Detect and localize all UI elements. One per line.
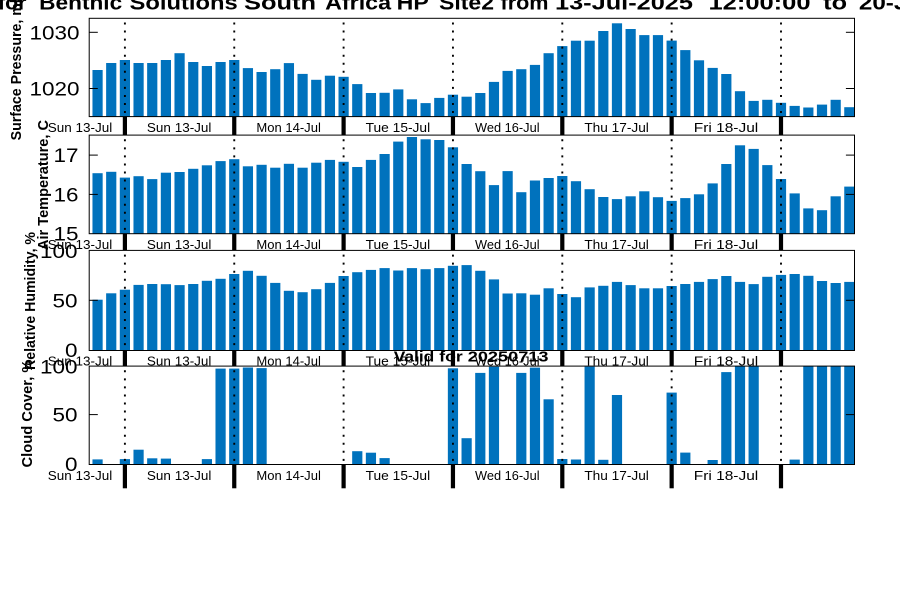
svg-text:Wed 16-Jul: Wed 16-Jul — [475, 354, 540, 369]
svg-text:Mon 14-Jul: Mon 14-Jul — [256, 468, 321, 483]
svg-text:Valid: Valid — [394, 349, 435, 365]
svg-text:Fri 18-Jul: Fri 18-Jul — [694, 120, 759, 135]
svg-text:100: 100 — [40, 241, 78, 263]
svg-text:Tue 15-Jul: Tue 15-Jul — [366, 120, 431, 135]
svg-text:for: for — [439, 349, 463, 365]
svg-text:Relative Humidity, %: Relative Humidity, % — [23, 232, 39, 370]
svg-text:50: 50 — [53, 405, 78, 427]
svg-text:Sun 13-Jul: Sun 13-Jul — [147, 120, 212, 135]
svg-text:1020: 1020 — [30, 79, 80, 101]
svg-text:Sun 13-Jul: Sun 13-Jul — [147, 354, 212, 369]
svg-text:for: for — [0, 0, 27, 14]
svg-text:Site2: Site2 — [439, 0, 494, 14]
svg-text:Sun 13-Jul: Sun 13-Jul — [147, 237, 212, 252]
svg-text:Tue 15-Jul: Tue 15-Jul — [366, 468, 431, 483]
svg-text:Sun 13-Jul: Sun 13-Jul — [48, 354, 113, 369]
svg-text:12:00:00: 12:00:00 — [709, 0, 811, 14]
svg-text:17: 17 — [54, 145, 79, 167]
svg-text:Thu 17-Jul: Thu 17-Jul — [584, 468, 649, 483]
svg-text:Fri 18-Jul: Fri 18-Jul — [694, 354, 759, 369]
svg-text:16: 16 — [54, 184, 79, 206]
svg-text:Sun 13-Jul: Sun 13-Jul — [48, 468, 113, 483]
svg-text:Tue 15-Jul: Tue 15-Jul — [366, 237, 431, 252]
svg-text:Wed 16-Jul: Wed 16-Jul — [475, 468, 540, 483]
svg-text:from: from — [501, 0, 549, 14]
svg-text:Wed 16-Jul: Wed 16-Jul — [475, 120, 540, 135]
svg-text:20-Jul-2025: 20-Jul-2025 — [859, 0, 900, 14]
svg-text:Mon 14-Jul: Mon 14-Jul — [256, 120, 321, 135]
svg-text:Wed 16-Jul: Wed 16-Jul — [475, 237, 540, 252]
svg-text:1030: 1030 — [30, 22, 80, 44]
svg-text:Africa: Africa — [325, 0, 392, 14]
svg-text:0: 0 — [65, 454, 78, 476]
svg-text:Fri 18-Jul: Fri 18-Jul — [694, 468, 759, 483]
svg-text:Cloud Cover, %: Cloud Cover, % — [20, 359, 36, 467]
svg-text:to: to — [823, 0, 847, 14]
svg-text:Benthic: Benthic — [39, 0, 122, 14]
svg-text:Fri 18-Jul: Fri 18-Jul — [694, 237, 759, 252]
svg-text:Solutions: Solutions — [130, 0, 238, 14]
svg-text:Surface Pressure, mb: Surface Pressure, mb — [9, 0, 25, 140]
svg-text:Thu 17-Jul: Thu 17-Jul — [584, 237, 649, 252]
svg-text:Tue 15-Jul: Tue 15-Jul — [366, 354, 431, 369]
svg-text:South: South — [244, 0, 316, 14]
svg-text:15: 15 — [54, 223, 79, 245]
svg-text:Mon 14-Jul: Mon 14-Jul — [256, 354, 321, 369]
svg-text:13-Jul-2025: 13-Jul-2025 — [555, 0, 693, 14]
svg-text:50: 50 — [53, 290, 78, 312]
svg-text:Sun 13-Jul: Sun 13-Jul — [48, 120, 113, 135]
svg-text:20250713: 20250713 — [468, 349, 549, 365]
svg-text:0: 0 — [65, 340, 78, 362]
svg-text:Sun 13-Jul: Sun 13-Jul — [48, 237, 113, 252]
svg-text:Thu 17-Jul: Thu 17-Jul — [584, 120, 649, 135]
svg-text:Thu 17-Jul: Thu 17-Jul — [584, 354, 649, 369]
svg-text:Mon 14-Jul: Mon 14-Jul — [256, 237, 321, 252]
svg-text:HP: HP — [397, 0, 429, 14]
svg-text:Sun 13-Jul: Sun 13-Jul — [147, 468, 212, 483]
svg-text:Air Temperature, C: Air Temperature, C — [36, 120, 52, 250]
svg-text:100: 100 — [40, 357, 78, 379]
